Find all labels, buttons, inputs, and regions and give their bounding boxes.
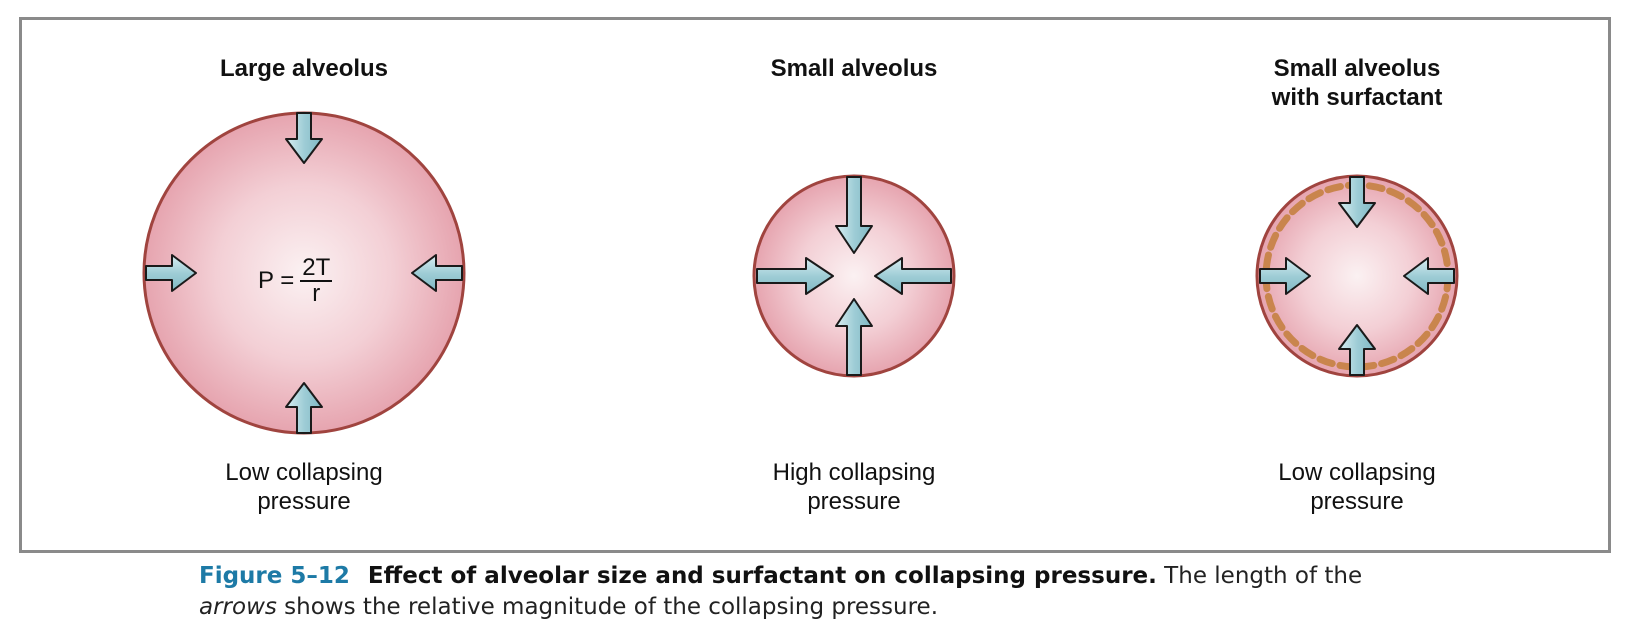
figure-title: Effect of alveolar size and surfactant o…	[367, 563, 1157, 589]
small-alveolus-with-surfactant	[1255, 174, 1459, 378]
formula-fraction: 2T r	[300, 254, 333, 307]
arrow-right-icon	[1259, 257, 1311, 295]
arrow-right-icon	[145, 254, 197, 292]
panel-label-line: Low collapsing	[1278, 459, 1436, 486]
arrow-left-icon	[411, 254, 463, 292]
panel-title-line: Large alveolus	[219, 55, 389, 82]
panel-label-line: pressure	[257, 488, 351, 515]
panel-title-small-alveolus-surfactant: Small alveolus with surfactant	[1177, 54, 1537, 112]
arrow-down-icon	[1338, 176, 1376, 228]
caption-text: The length of the	[1156, 563, 1363, 589]
laplace-formula: P = 2T r	[258, 254, 333, 307]
large-alveolus	[142, 111, 466, 435]
caption-emphasis: arrows	[199, 594, 277, 620]
panel-title-line: Small alveolus	[1273, 55, 1441, 82]
panel-label-small-alveolus: High collapsing pressure	[674, 458, 1034, 516]
arrow-up-icon	[1338, 324, 1376, 376]
panel-label-small-alveolus-surfactant: Low collapsing pressure	[1177, 458, 1537, 516]
formula-lhs: P =	[258, 267, 295, 294]
formula-denominator: r	[312, 280, 321, 307]
arrow-right-icon	[756, 257, 834, 295]
arrow-left-icon	[1403, 257, 1455, 295]
panel-label-large-alveolus: Low collapsing pressure	[124, 458, 484, 516]
arrow-up-icon	[835, 298, 873, 376]
arrow-down-icon	[285, 112, 323, 164]
arrow-down-icon	[835, 176, 873, 254]
panel-label-line: pressure	[1310, 488, 1404, 515]
small-alveolus	[752, 174, 956, 378]
caption-text: shows the relative magnitude of the coll…	[276, 594, 939, 620]
panel-label-line: High collapsing	[772, 459, 936, 486]
panel-title-large-alveolus: Large alveolus	[124, 54, 484, 83]
arrow-up-icon	[285, 382, 323, 434]
figure-caption: Figure 5–12 Effect of alveolar size and s…	[199, 561, 1499, 623]
panel-title-line: Small alveolus	[770, 55, 938, 82]
panel-title-line: with surfactant	[1271, 84, 1443, 111]
arrow-left-icon	[874, 257, 952, 295]
formula-numerator: 2T	[300, 254, 333, 282]
panel-label-line: pressure	[807, 488, 901, 515]
figure-number: Figure 5–12	[199, 563, 350, 589]
panel-title-small-alveolus: Small alveolus	[674, 54, 1034, 83]
panel-label-line: Low collapsing	[225, 459, 383, 486]
